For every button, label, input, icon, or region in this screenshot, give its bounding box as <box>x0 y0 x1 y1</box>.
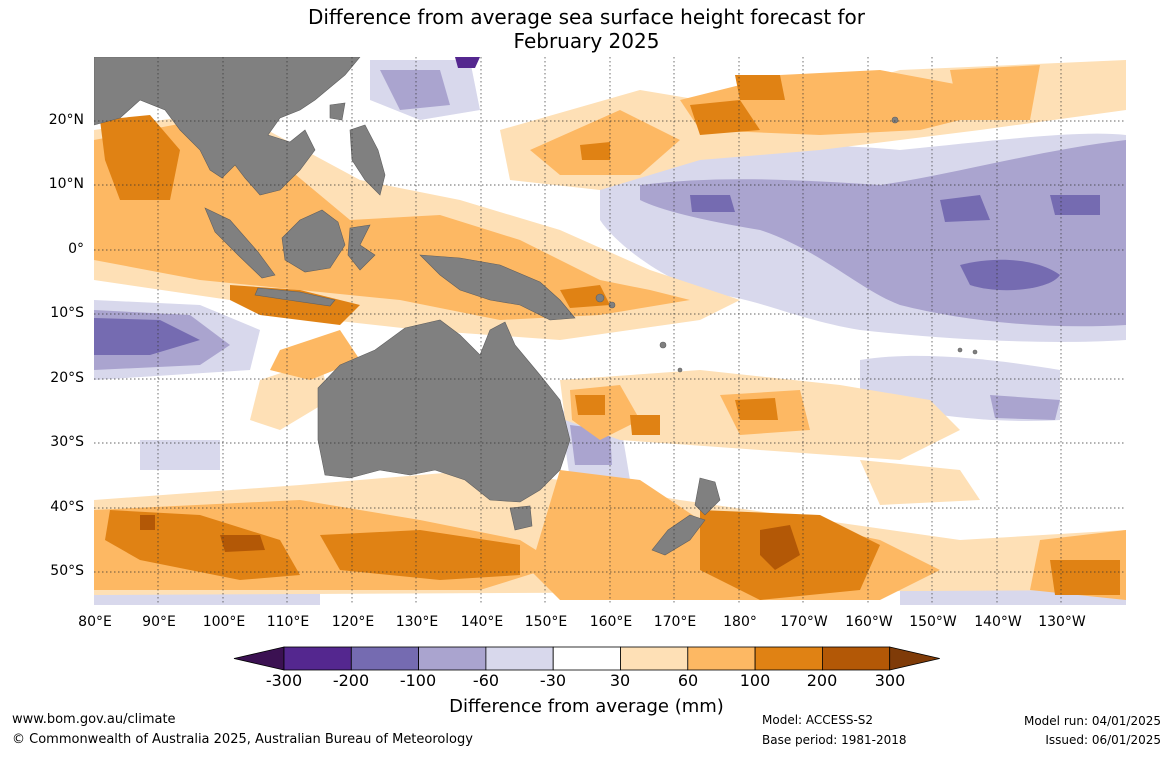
colorbar-segment <box>620 646 689 671</box>
colorbar-segment <box>552 646 621 671</box>
colorbar-label: -300 <box>265 671 303 690</box>
new-zealand-north <box>694 477 721 516</box>
colorbar-label: 300 <box>874 671 906 690</box>
colorbar-label: -30 <box>539 671 567 690</box>
lon-label: 150°W <box>909 614 957 630</box>
model-name: Model: ACCESS-S2 <box>762 713 874 727</box>
lon-label: 170°W <box>780 614 828 630</box>
asia-landmass <box>94 57 361 196</box>
land-mass <box>94 57 978 556</box>
copyright-text: © Commonwealth of Australia 2025, Austra… <box>12 732 473 747</box>
lon-label: 120°E <box>331 614 375 630</box>
lat-label: 10°N <box>48 176 84 192</box>
lon-label: 150°E <box>524 614 568 630</box>
map-title-line2: February 2025 <box>513 29 660 53</box>
map-title-line1: Difference from average sea surface heig… <box>307 5 866 29</box>
lon-label: 170°E <box>653 614 697 630</box>
lat-label: 20°S <box>50 370 84 386</box>
new-guinea <box>419 254 576 321</box>
model-run-date: Model run: 04/01/2025 <box>1023 714 1161 728</box>
colorbar <box>233 646 940 671</box>
lon-label: 160°E <box>589 614 633 630</box>
colorbar-segment <box>822 646 891 671</box>
colorbar-segment <box>418 646 487 671</box>
graticule <box>94 57 1126 605</box>
lat-label: 20°N <box>48 112 84 128</box>
lon-label: 180° <box>723 614 757 630</box>
borneo <box>281 209 346 273</box>
lon-label: 110°E <box>266 614 310 630</box>
lon-label: 130°E <box>395 614 439 630</box>
lon-label: 90°E <box>142 614 176 630</box>
website-link[interactable]: www.bom.gov.au/climate <box>12 712 176 727</box>
positive-anomaly-extreme <box>140 515 800 570</box>
colorbar-label: 100 <box>739 671 771 690</box>
java <box>254 287 336 307</box>
lat-label: 30°S <box>50 434 84 450</box>
colorbar-segment <box>485 646 554 671</box>
japan-hainan <box>329 102 346 121</box>
lon-label: 100°E <box>202 614 246 630</box>
colorbar-label: 30 <box>609 671 631 690</box>
negative-anomaly-dark <box>94 195 1100 355</box>
tasmania <box>509 505 533 531</box>
lat-label: 50°S <box>50 563 84 579</box>
new-zealand-south <box>651 514 706 556</box>
lon-label: 130°W <box>1038 614 1086 630</box>
lat-label: 40°S <box>50 499 84 515</box>
sulawesi <box>347 224 376 271</box>
sumatra <box>204 207 276 279</box>
colorbar-label: 200 <box>806 671 838 690</box>
lon-label: 160°W <box>845 614 893 630</box>
colorbar-title: Difference from average (mm) <box>449 696 724 717</box>
base-period: Base period: 1981-2018 <box>762 733 907 747</box>
lon-label: 140°W <box>974 614 1022 630</box>
lat-label: 10°S <box>50 305 84 321</box>
australia-mainland <box>317 319 571 503</box>
lat-label: 0° <box>68 241 84 257</box>
colorbar-segment <box>283 646 352 671</box>
colorbar-label: -60 <box>472 671 500 690</box>
lon-label: 140°E <box>460 614 504 630</box>
issued-date: Issued: 06/01/2025 <box>1045 733 1161 747</box>
colorbar-label: -100 <box>399 671 437 690</box>
colorbar-segment <box>350 646 419 671</box>
colorbar-extend-low <box>233 646 285 671</box>
colorbar-label: -200 <box>332 671 370 690</box>
colorbar-extend-high <box>889 646 940 671</box>
colorbar-segment <box>687 646 756 671</box>
colorbar-label: 60 <box>677 671 699 690</box>
colorbar-segment <box>754 646 823 671</box>
lon-label: 80°E <box>78 614 112 630</box>
